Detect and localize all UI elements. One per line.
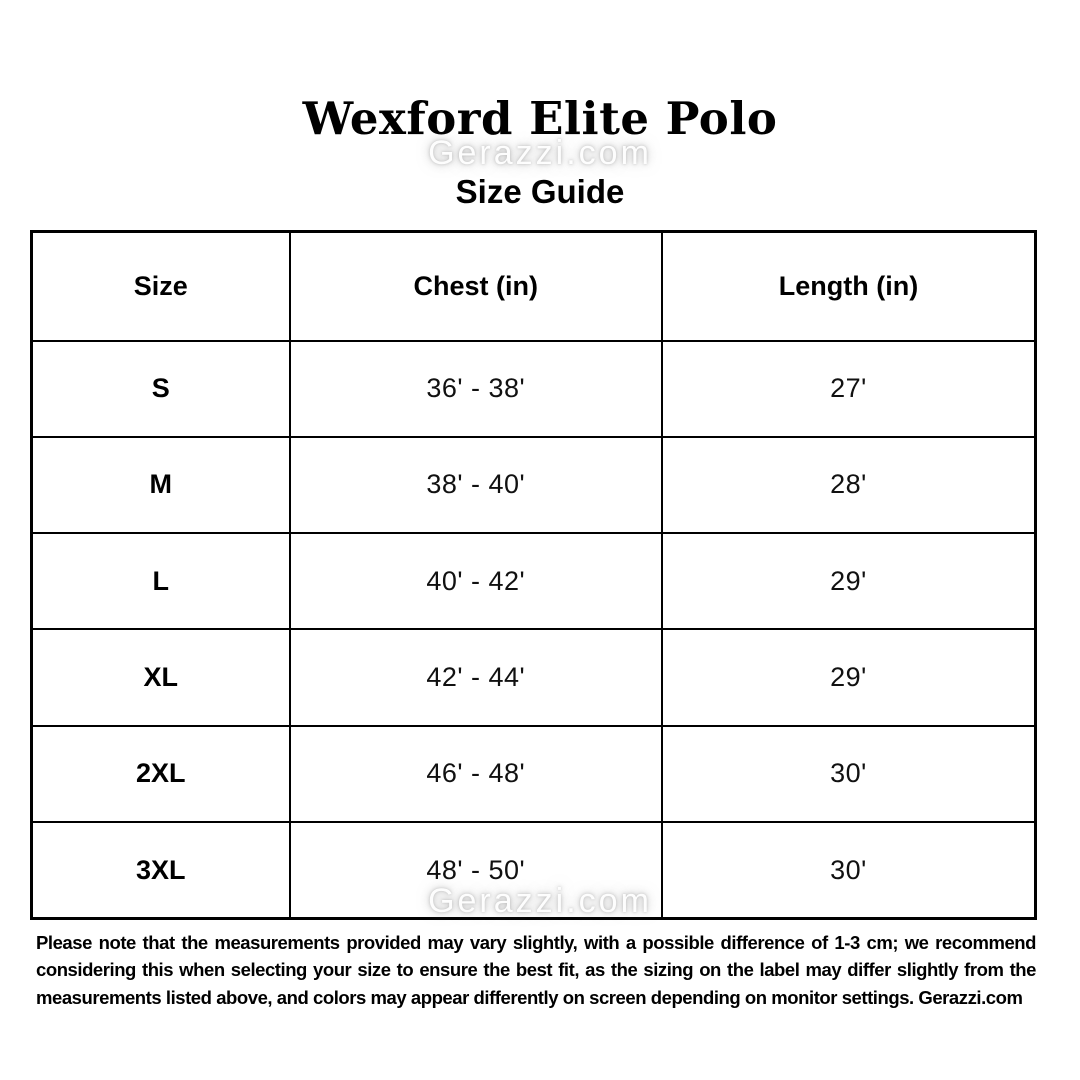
table-row: L 40' - 42' 29' [30, 532, 1037, 631]
table-row: 3XL 48' - 50' 30' [30, 821, 1037, 920]
column-header-chest: Chest (in) [288, 230, 663, 342]
table-row: XL 42' - 44' 29' [30, 628, 1037, 727]
chest-value: 36' - 38' [288, 339, 663, 438]
column-header-length: Length (in) [660, 230, 1037, 342]
length-value: 29' [660, 532, 1037, 631]
length-value: 27' [660, 339, 1037, 438]
size-guide-table: Size Chest (in) Length (in) S 36' - 38' … [30, 230, 1037, 920]
size-label: 2XL [30, 724, 291, 824]
size-label: S [30, 339, 291, 438]
size-label: 3XL [30, 821, 291, 920]
chest-value: 48' - 50' [288, 821, 663, 920]
size-label: L [30, 532, 291, 631]
chest-value: 40' - 42' [288, 532, 663, 631]
chest-value: 46' - 48' [288, 724, 663, 824]
measurement-disclaimer: Please note that the measurements provid… [36, 932, 1036, 1008]
page-subtitle: Size Guide [455, 173, 625, 210]
length-value: 30' [660, 821, 1037, 920]
length-value: 30' [660, 724, 1037, 824]
length-value: 29' [660, 628, 1037, 727]
chest-value: 38' - 40' [288, 435, 663, 535]
chest-value: 42' - 44' [288, 628, 663, 727]
size-label: M [30, 435, 291, 535]
page-title: Wexford Elite Polo [302, 92, 778, 145]
table-row: 2XL 46' - 48' 30' [30, 724, 1037, 824]
length-value: 28' [660, 435, 1037, 535]
size-label: XL [30, 628, 291, 727]
table-header-row: Size Chest (in) Length (in) [30, 230, 1037, 342]
column-header-size: Size [30, 230, 291, 342]
table-row: M 38' - 40' 28' [30, 435, 1037, 535]
table-row: S 36' - 38' 27' [30, 339, 1037, 438]
